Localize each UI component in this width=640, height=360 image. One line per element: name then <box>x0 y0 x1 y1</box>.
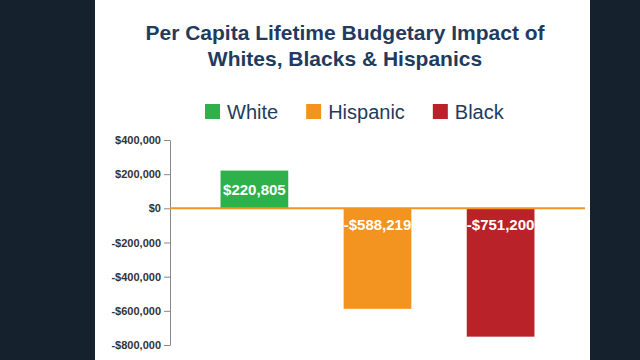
tick: -$400,000 <box>111 271 170 283</box>
title: Per Capita Lifetime Budgetary Impact ofW… <box>145 21 545 70</box>
data-label: $220,805 <box>223 181 286 198</box>
bar <box>344 208 412 308</box>
legend: White Hispanic Black <box>205 101 505 123</box>
data-label: -$751,200 <box>467 216 535 233</box>
legend-label: Black <box>455 101 505 123</box>
bar <box>467 208 535 336</box>
bars <box>221 171 535 337</box>
legend-swatch <box>433 104 448 119</box>
bar <box>221 171 289 209</box>
tick-label: -$600,000 <box>111 305 161 317</box>
tick-label: -$200,000 <box>111 237 161 249</box>
legend-swatch <box>205 104 220 119</box>
data-label: -$588,219 <box>344 216 412 233</box>
tick: -$800,000 <box>111 339 170 351</box>
tick-label: $400,000 <box>115 134 161 146</box>
tick-label: $200,000 <box>115 168 161 180</box>
tick-mark <box>164 277 170 278</box>
tick: -$600,000 <box>111 305 170 317</box>
tick-mark <box>164 208 170 209</box>
tick-mark <box>164 311 170 312</box>
tick-label: $0 <box>149 202 161 214</box>
tick-mark <box>164 243 170 244</box>
tick-label: -$800,000 <box>111 339 161 351</box>
tick-mark <box>164 140 170 141</box>
tick: $200,000 <box>115 168 170 180</box>
tick: -$200,000 <box>111 237 170 249</box>
y-axis: $400,000 $200,000 $0 -$200,000 -$400,000 -$60… <box>111 134 170 351</box>
tick-mark <box>164 345 170 346</box>
legend-swatch <box>306 104 321 119</box>
panel <box>95 0 590 360</box>
zero-line <box>170 207 585 209</box>
tick: $400,000 <box>115 134 170 146</box>
tick-mark <box>164 174 170 175</box>
tick-label: -$400,000 <box>111 271 161 283</box>
chart: Per Capita Lifetime Budgetary Impact ofW… <box>0 0 640 360</box>
legend-label: Hispanic <box>328 101 405 123</box>
legend-label: White <box>227 101 278 123</box>
axis-line <box>170 141 171 346</box>
tick: $0 <box>149 202 170 214</box>
